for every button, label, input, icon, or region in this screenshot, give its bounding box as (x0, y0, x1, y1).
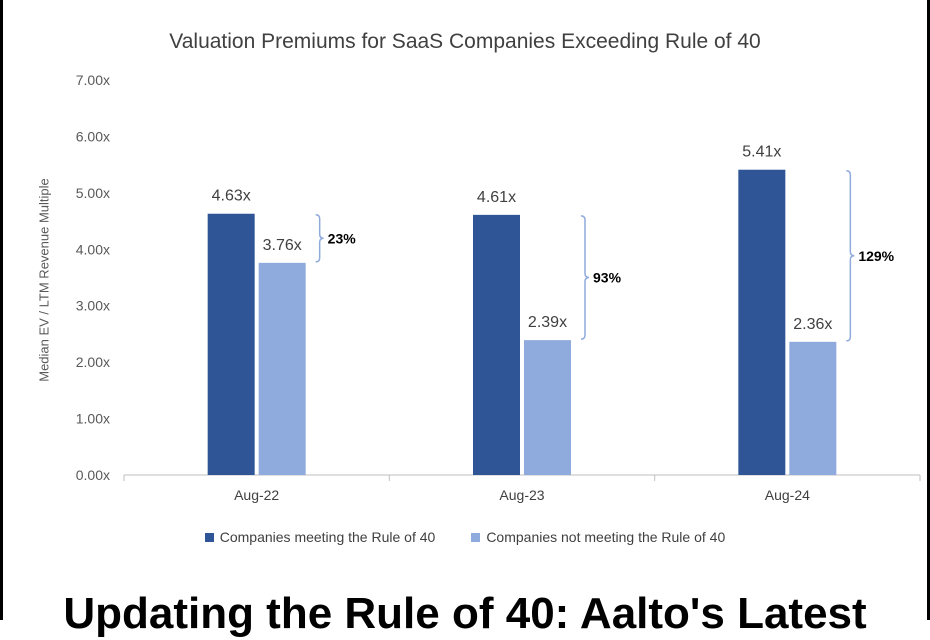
data-label-not-meeting: 2.39x (528, 314, 567, 331)
data-label-meeting: 4.61x (477, 189, 516, 206)
legend-swatch-meeting (204, 532, 214, 542)
premium-bracket (580, 215, 590, 340)
footer-title: Updating the Rule of 40: Aalto's Latest (63, 589, 867, 638)
y-tick-label: 1.00x (76, 411, 110, 427)
premium-bracket (846, 169, 855, 342)
page-frame (0, 0, 930, 620)
y-tick-label: 3.00x (76, 298, 110, 314)
y-tick-label: 0.00x (76, 467, 110, 483)
legend-swatch-not-meeting (471, 532, 481, 542)
data-label-meeting: 5.41x (742, 144, 781, 161)
y-tick-label: 5.00x (76, 185, 110, 201)
bar-not-meeting (258, 262, 306, 475)
y-tick-label: 2.00x (76, 354, 110, 370)
legend-label-not-meeting: Companies not meeting the Rule of 40 (486, 529, 726, 545)
data-label-not-meeting: 3.76x (263, 237, 302, 254)
data-label-not-meeting: 2.36x (793, 316, 832, 333)
data-label-meeting: 4.63x (212, 188, 251, 205)
bar-not-meeting (524, 340, 571, 475)
x-tick-label: Aug-24 (765, 487, 810, 503)
chart-title: Valuation Premiums for SaaS Companies Ex… (169, 30, 761, 53)
bar-meeting (473, 214, 520, 475)
premium-bracket (315, 213, 324, 263)
legend-label-meeting: Companies meeting the Rule of 40 (219, 529, 436, 545)
premium-label: 93% (593, 270, 622, 286)
premium-label: 129% (858, 248, 894, 264)
premium-label: 23% (328, 230, 357, 246)
legend-item-meeting: Companies meeting the Rule of 40 (204, 529, 436, 545)
chart-canvas: 0.00x 1.00x 2.00x 3.00x 4.00x 5.00x 6.00x 7.00x… (76, 72, 921, 503)
legend-item-not-meeting: Companies not meeting the Rule of 40 (471, 529, 725, 545)
y-tick-label: 6.00x (76, 128, 110, 144)
y-tick-label: 7.00x (76, 72, 110, 88)
x-tick-label: Aug-23 (499, 487, 544, 503)
bar-not-meeting (789, 341, 837, 475)
legend: Companies meeting the Rule of 40 Compani… (0, 529, 930, 545)
x-tick-label: Aug-22 (234, 487, 279, 503)
y-tick-label: 4.00x (76, 241, 110, 257)
bar-meeting (738, 169, 786, 475)
bar-meeting (207, 213, 255, 475)
